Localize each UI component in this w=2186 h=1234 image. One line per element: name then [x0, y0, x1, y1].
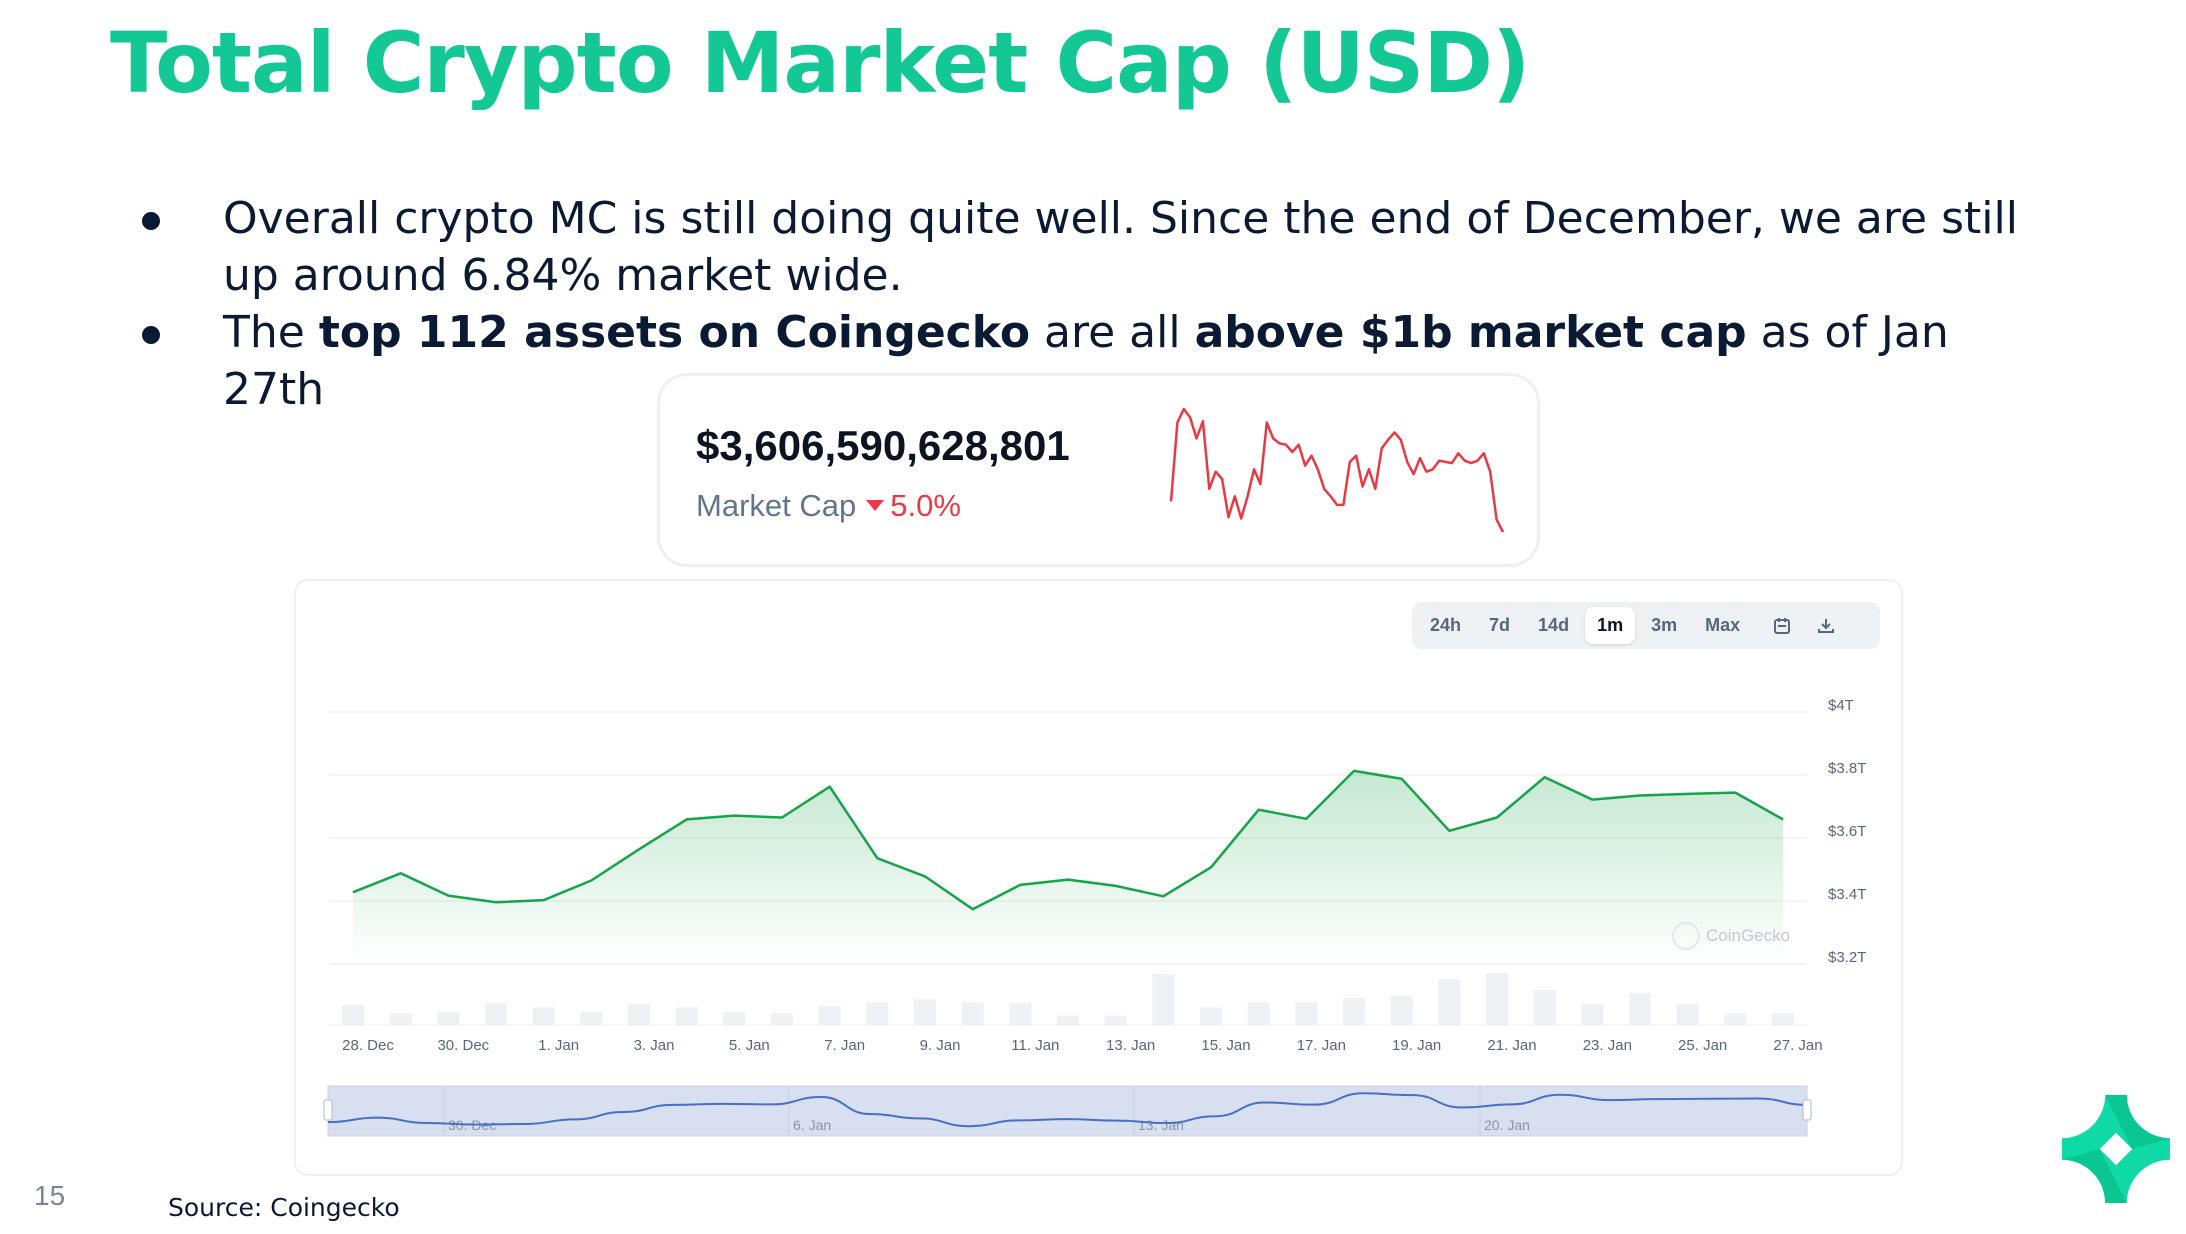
source-caption: Source: Coingecko	[168, 1193, 400, 1222]
bullet-text: Overall crypto MC is still doing quite w…	[223, 193, 2018, 301]
watermark-text: CoinGecko	[1706, 926, 1791, 945]
range-7d-button[interactable]: 7d	[1489, 615, 1511, 635]
bullet-dot-icon	[142, 212, 160, 230]
bullet-bold-text: top 112 assets on Coingecko	[318, 307, 1031, 358]
bullet-text: as of Jan 27th	[223, 307, 1949, 415]
market-cap-label: Market Cap 5.0%	[696, 488, 961, 524]
coingecko-watermark: CoinGecko	[1672, 922, 1790, 950]
brand-logo-icon	[2062, 1095, 2170, 1203]
range-14d-button[interactable]: 14d	[1538, 615, 1570, 635]
market-cap-label-text: Market Cap	[696, 488, 857, 523]
calendar-icon[interactable]	[1764, 607, 1800, 644]
bullet-dot-icon	[142, 326, 160, 344]
bullet-list: Overall crypto MC is still doing quite w…	[140, 190, 2020, 418]
range-24h-button[interactable]: 24h	[1430, 615, 1462, 635]
range-1m-button[interactable]: 1m	[1585, 607, 1636, 644]
market-cap-card: $3,606,590,628,801 Market Cap 5.0%	[657, 373, 1540, 567]
bullet-text: are all	[1030, 307, 1195, 358]
range-toolbar: 24h 7d 14d 1m 3m Max	[1412, 602, 1880, 649]
bullet-item: Overall crypto MC is still doing quite w…	[140, 190, 2020, 304]
bullet-item: The top 112 assets on Coingecko are all …	[140, 304, 2020, 418]
caret-down-icon	[866, 500, 885, 512]
bullet-bold-text: above $1b market cap	[1194, 307, 1747, 358]
market-cap-chart-card	[294, 579, 1903, 1176]
market-cap-value: $3,606,590,628,801	[696, 422, 1070, 469]
coingecko-logo-icon	[1672, 922, 1700, 950]
download-icon[interactable]	[1808, 607, 1844, 644]
market-cap-change: 5.0%	[890, 488, 961, 523]
range-3m-button[interactable]: 3m	[1651, 615, 1678, 635]
page-number: 15	[34, 1180, 66, 1211]
range-max-button[interactable]: Max	[1705, 615, 1741, 635]
bullet-text: The	[223, 307, 319, 358]
slide-title: Total Crypto Market Cap (USD)	[110, 14, 1530, 112]
